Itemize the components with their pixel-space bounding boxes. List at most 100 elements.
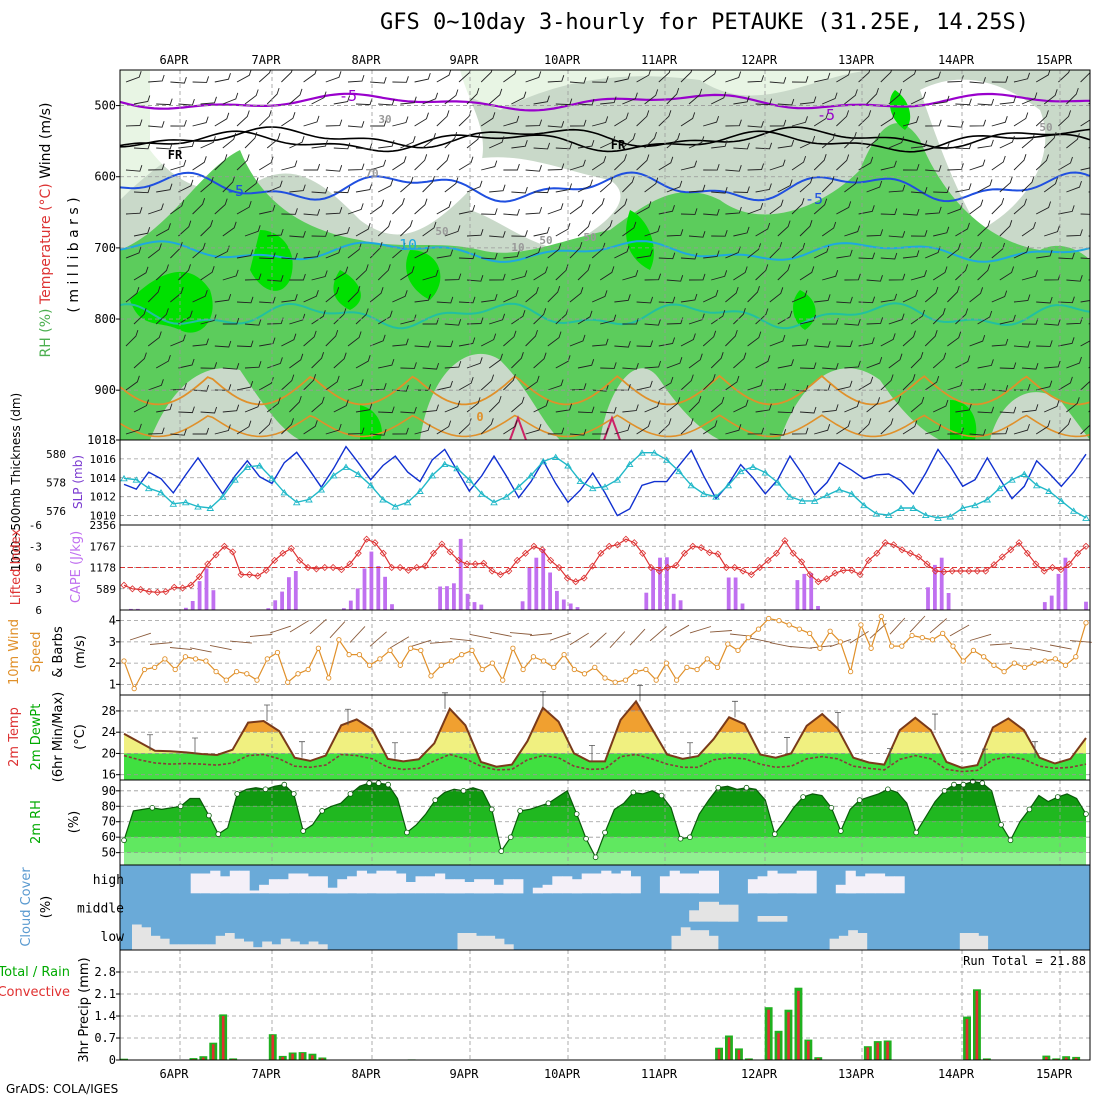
wind-barb-upper-459 — [525, 286, 539, 303]
wind-barb-upper-98 — [325, 119, 343, 127]
wind-barb-upper-732 — [725, 424, 742, 435]
cloud-high-bar-57 — [679, 873, 690, 894]
wind-barb-upper-524 — [999, 314, 1016, 325]
cloud-high-bar-58 — [689, 873, 700, 894]
wind-barb-upper-159 — [711, 140, 728, 149]
cloud-high-bar-9 — [210, 870, 221, 894]
wind-barb-upper-628 — [370, 383, 387, 391]
wind-barb-upper-192 — [458, 156, 474, 171]
wind-barb-upper-276 — [369, 199, 385, 215]
wind-barb-upper-292 — [725, 206, 742, 215]
wind-barb-upper-635 — [525, 375, 540, 391]
lifted-point-73 — [722, 563, 730, 572]
rh2m-point-1 — [121, 837, 127, 844]
cloud-high-bar-68 — [787, 873, 798, 894]
rh2m-point-85 — [913, 829, 919, 836]
wind-barb-upper-151 — [533, 142, 551, 150]
wind-barb-upper-485 — [133, 308, 147, 325]
cloud-ylabel: Cloud Cover — [19, 867, 34, 947]
wind-barb-upper-513 — [755, 308, 769, 325]
rh2m-ylabel: 2m RH — [29, 800, 44, 844]
wind-barb-10m-1 — [129, 632, 152, 641]
thickness-point-78 — [1069, 507, 1078, 514]
cloud-high-bar-8 — [200, 873, 211, 894]
wind-barb-10m-47 — [1049, 644, 1072, 650]
wind-barb-upper-583 — [355, 355, 371, 369]
wind-barb-upper-37 — [925, 71, 941, 83]
wind-barb-upper-557 — [747, 331, 762, 347]
cloud-high-bar-50 — [611, 873, 622, 894]
wind-barb-upper-215 — [969, 159, 986, 171]
thickness-point-12 — [255, 462, 264, 469]
cloud-high-bar-67 — [777, 873, 788, 894]
wind-barb-upper-348 — [999, 220, 1013, 237]
wind-barb-upper-284 — [547, 203, 564, 215]
cape-tick-2356: 2356 — [90, 519, 117, 532]
wind-barb-upper-679 — [533, 399, 549, 413]
rh-band-50 — [124, 837, 1086, 853]
cloud-high-bar-34 — [454, 879, 465, 894]
rh2m-point-95 — [1007, 837, 1014, 844]
temp2m-tick-28: 28 — [102, 704, 116, 718]
wind-barb-upper-344 — [910, 230, 928, 237]
rh2m-point-7 — [177, 803, 184, 810]
cape-bar-34 — [348, 600, 353, 610]
wind10-point-51 — [633, 668, 639, 675]
precip-total-bar-1 — [120, 1058, 128, 1060]
wind-barb-upper-277 — [392, 198, 405, 215]
cloud-high-bar-36 — [474, 879, 485, 894]
wind-barb-upper-703 — [1066, 397, 1080, 413]
precip-conv-bar-69 — [797, 990, 800, 1060]
lifted-point-41 — [455, 556, 463, 564]
wind-barb-upper-311 — [178, 220, 192, 237]
wind-barb-upper-78 — [866, 87, 879, 105]
wind-barb-upper-696 — [910, 396, 925, 413]
wind-barb-upper-611 — [977, 359, 994, 369]
thickness-point-45 — [662, 456, 671, 463]
slp-tick-1016: 1016 — [90, 453, 117, 466]
rh2m-point-41 — [498, 848, 505, 854]
wind-barb-upper-108 — [547, 121, 565, 128]
wind-barb-upper-632 — [458, 376, 474, 391]
wind-barb-upper-424 — [733, 266, 748, 281]
wind-barb-upper-157 — [666, 133, 681, 149]
thickness-point-11 — [243, 463, 252, 470]
wind-barb-upper-490 — [244, 319, 262, 326]
cloud-high-bar-15 — [268, 879, 280, 894]
wind-barb-upper-285 — [569, 199, 584, 215]
wind-barb-upper-739 — [880, 418, 894, 435]
wind-barb-upper-688 — [733, 399, 749, 413]
lifted-point-46 — [496, 571, 504, 579]
wind-barb-10m-44 — [989, 643, 1013, 646]
cloud-middle-bar-65 — [757, 916, 768, 922]
wind-barb-upper-304 — [991, 197, 1005, 215]
wind-barb-10m-22 — [549, 632, 571, 641]
wind10-point-5 — [162, 656, 168, 662]
wind-barb-upper-369 — [481, 252, 498, 260]
wind-barb-upper-103 — [436, 110, 450, 127]
cape-bar-62 — [541, 549, 546, 610]
rh2m-point-55 — [630, 789, 637, 796]
precip-conv-bar-77 — [876, 1042, 879, 1060]
lifted-point-93 — [890, 541, 898, 549]
wind-barb-upper-271 — [259, 204, 276, 215]
lifted-point-47 — [505, 567, 513, 575]
wind-barb-upper-671 — [355, 403, 373, 413]
precip-frame — [119, 949, 1091, 1061]
wind-barb-upper-347 — [977, 220, 991, 237]
wind-barb-upper-316 — [289, 230, 306, 238]
thickness-point-18 — [329, 472, 338, 479]
wind10-point-68 — [807, 630, 813, 637]
cloud-low-bar-63 — [708, 935, 719, 950]
wind10-point-95 — [1083, 620, 1089, 626]
wind-barb-upper-558 — [769, 334, 786, 347]
wind-barb-10m-23 — [569, 632, 589, 646]
wind-barb-upper-694 — [866, 397, 881, 413]
cloud-high-bar-59 — [699, 870, 710, 894]
wind-barb-upper-576 — [200, 362, 218, 369]
wind-barb-upper-455 — [436, 296, 454, 304]
cloud-high-bar-47 — [581, 873, 592, 894]
wind-barb-upper-232 — [377, 179, 394, 193]
wind-barb-upper-101 — [392, 116, 409, 127]
wind-barb-upper-550 — [592, 338, 609, 347]
